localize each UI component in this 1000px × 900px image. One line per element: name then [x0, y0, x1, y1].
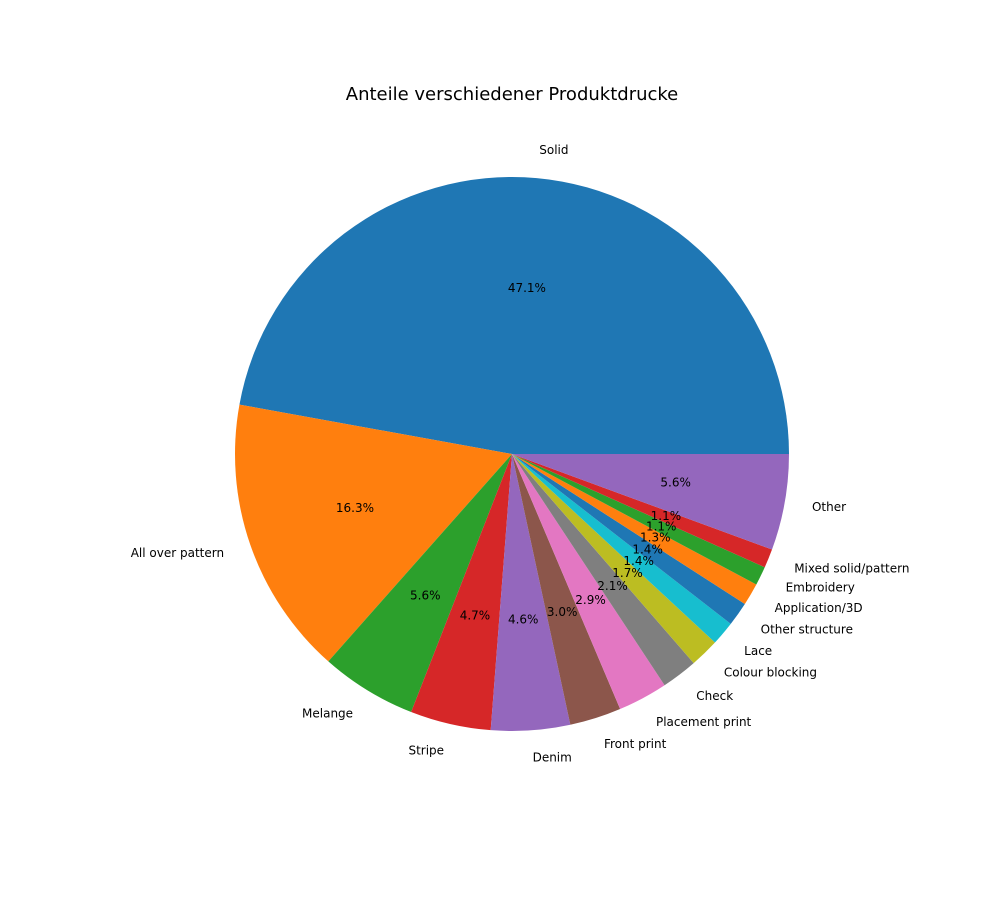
- percent-label-application-3d: 1.3%: [640, 531, 671, 545]
- slice-label-other-structure: Other structure: [761, 623, 853, 637]
- pie-slices: [235, 177, 789, 732]
- percent-label-embroidery: 1.1%: [646, 520, 677, 534]
- pie-slice-colour-blocking: [512, 454, 715, 664]
- slice-label-lace: Lace: [744, 644, 772, 658]
- slice-label-solid: Solid: [539, 143, 568, 157]
- pie-slice-application-3d: [512, 454, 757, 605]
- slice-label-placement-print: Placement print: [656, 715, 752, 729]
- percent-label-solid: 47.1%: [508, 281, 546, 295]
- percent-label-other: 5.6%: [660, 476, 691, 490]
- pie-slice-melange: [328, 454, 512, 712]
- slice-label-check: Check: [696, 689, 733, 703]
- pie-slice-other: [512, 454, 789, 550]
- pie-slice-other-structure: [512, 454, 745, 624]
- pie-slice-solid: [239, 177, 789, 454]
- pie-slice-denim: [490, 454, 571, 732]
- slice-label-melange: Melange: [302, 706, 353, 720]
- percent-label-melange: 5.6%: [410, 588, 441, 602]
- percent-label-placement-print: 2.9%: [575, 593, 606, 607]
- percent-labels: 47.1%16.3%5.6%4.7% 4.6%3.0%2.9%2.1%1.7%1.…: [336, 281, 691, 626]
- percent-label-front-print: 3.0%: [547, 605, 578, 619]
- pie-slice-embroidery: [512, 454, 765, 585]
- percent-label-other-structure: 1.4%: [632, 543, 663, 557]
- slice-labels: Solid All over pattern Melange Stripe Denim F…: [131, 143, 910, 764]
- percent-label-all-over-pattern: 16.3%: [336, 501, 374, 515]
- slice-label-front-print: Front print: [604, 737, 667, 751]
- pie-slice-placement-print: [512, 454, 665, 710]
- slice-label-other: Other: [812, 500, 846, 514]
- slice-label-denim: Denim: [533, 751, 572, 765]
- percent-label-stripe: 4.7%: [460, 609, 491, 623]
- pie-slice-all-over-pattern: [235, 404, 512, 662]
- pie-slice-front-print: [512, 454, 621, 725]
- percent-label-check: 2.1%: [597, 579, 628, 593]
- percent-label-mixed-solid-pattern: 1.1%: [651, 509, 682, 523]
- percent-label-denim: 4.6%: [508, 612, 539, 626]
- slice-label-all-over-pattern: All over pattern: [131, 546, 224, 560]
- slice-label-embroidery: Embroidery: [786, 581, 855, 595]
- slice-label-mixed-solid-pattern: Mixed solid/pattern: [794, 561, 909, 575]
- slice-label-application-3d: Application/3D: [775, 601, 863, 615]
- percent-label-lace: 1.4%: [623, 554, 654, 568]
- pie-slice-stripe: [411, 454, 512, 731]
- pie-slice-lace: [512, 454, 731, 643]
- chart-title: Anteile verschiedener Produktdrucke: [346, 84, 679, 105]
- slice-label-colour-blocking: Colour blocking: [724, 665, 817, 679]
- pie-slice-check: [512, 454, 694, 686]
- percent-label-colour-blocking: 1.7%: [612, 566, 643, 580]
- slice-label-stripe: Stripe: [408, 744, 444, 758]
- pie-slice-mixed-solid-pattern: [512, 454, 772, 568]
